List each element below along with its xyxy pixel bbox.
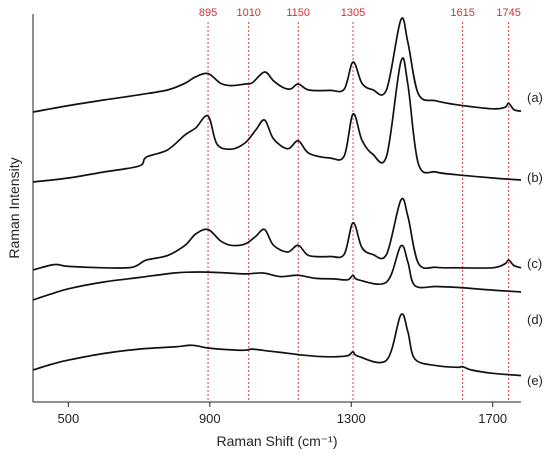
x-tick-label: 1700 xyxy=(478,411,507,426)
trace-label: (d) xyxy=(527,312,543,327)
axes xyxy=(32,14,521,403)
spectrum-trace xyxy=(32,313,522,377)
trace-label: (a) xyxy=(527,90,543,105)
reference-line-label: 895 xyxy=(199,7,217,19)
reference-line-labels: 895 1010 1150 1305 1615 1745 xyxy=(199,7,521,19)
reference-line-label: 1745 xyxy=(496,7,520,19)
trace-label: (c) xyxy=(527,256,542,271)
reference-line-label: 1150 xyxy=(286,7,310,19)
reference-line-label: 1010 xyxy=(236,7,260,19)
x-tick-label: 500 xyxy=(58,411,80,426)
x-axis-label: Raman Shift (cm⁻¹) xyxy=(217,433,338,449)
reference-lines xyxy=(207,22,510,402)
y-axis-label: Raman Intensity xyxy=(6,157,22,258)
x-ticks: 500 900 1300 1700 xyxy=(58,402,507,426)
spectrum-trace xyxy=(32,17,522,113)
trace-labels: (a) (b) (c) (d) (e) xyxy=(527,90,543,388)
spectra-traces xyxy=(32,17,522,377)
spectrum-trace xyxy=(32,197,522,271)
trace-label: (e) xyxy=(527,373,543,388)
spectrum-trace xyxy=(32,244,522,301)
reference-line-label: 1615 xyxy=(450,7,474,19)
x-tick-label: 1300 xyxy=(337,411,366,426)
x-tick-label: 900 xyxy=(199,411,221,426)
trace-label: (b) xyxy=(527,170,543,185)
spectrum-trace xyxy=(32,57,522,183)
reference-line-label: 1305 xyxy=(341,7,365,19)
